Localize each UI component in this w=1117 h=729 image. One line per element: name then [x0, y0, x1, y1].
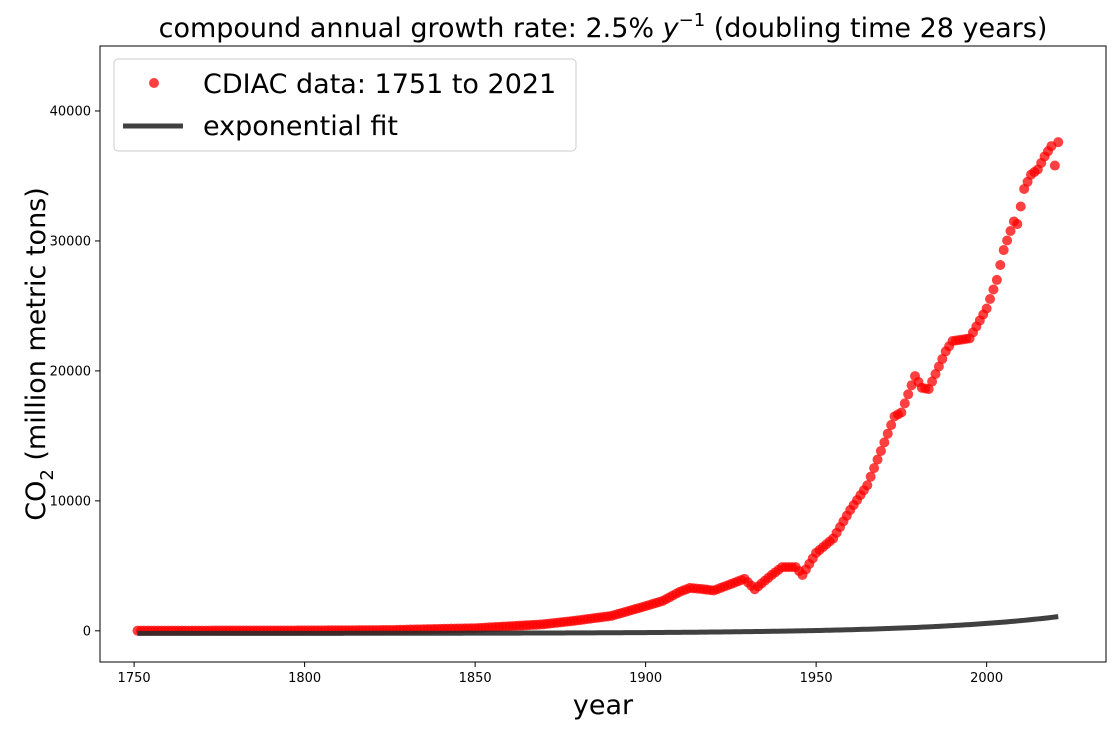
x-tick-label: 1850	[459, 671, 492, 686]
data-point	[998, 245, 1009, 256]
data-point	[933, 361, 944, 372]
data-point	[981, 303, 992, 314]
legend-label-data: CDIAC data: 1751 to 2021	[203, 69, 556, 100]
data-point	[875, 445, 886, 456]
data-point	[1012, 219, 1023, 230]
data-point	[1005, 225, 1016, 236]
data-point	[988, 284, 999, 295]
x-axis-title: year	[573, 690, 634, 721]
chart-title: compound annual growth rate: 2.5% y−1 (d…	[159, 10, 1048, 44]
y-tick-label: 20000	[50, 364, 91, 379]
fit-series-group	[137, 614, 1059, 636]
data-point	[991, 274, 1002, 285]
x-tick-label: 1800	[288, 671, 321, 686]
y-tick-label: 40000	[50, 104, 91, 119]
y-tick-label: 10000	[50, 494, 91, 509]
data-point	[930, 369, 941, 380]
data-point	[862, 480, 873, 491]
data-point	[927, 376, 938, 387]
legend-frame	[113, 58, 577, 152]
data-point	[903, 389, 914, 400]
y-tick-label: 30000	[50, 234, 91, 249]
fit-line	[137, 614, 1059, 636]
data-point	[1053, 137, 1064, 148]
legend-marker-data	[149, 78, 159, 88]
x-tick-label: 1950	[800, 671, 833, 686]
y-axis-title: CO2 (million metric tons)	[21, 187, 58, 521]
data-point	[872, 454, 883, 465]
y-axis-ticks: 0 10000 20000 30000 40000	[50, 104, 100, 639]
data-point	[896, 407, 907, 418]
x-axis-ticks: 1750 1800 1850 1900 1950 2000	[118, 662, 1003, 686]
data-point	[995, 259, 1006, 270]
data-point	[1015, 201, 1026, 212]
data-point	[865, 471, 876, 482]
data-point	[879, 437, 890, 448]
data-point	[985, 293, 996, 304]
x-tick-label: 2000	[970, 671, 1003, 686]
y-tick-label: 0	[83, 624, 91, 639]
data-point	[882, 428, 893, 439]
legend-label-fit: exponential fit	[203, 111, 398, 142]
data-point	[1002, 235, 1013, 246]
data-point	[923, 384, 934, 395]
legend: CDIAC data: 1751 to 2021 exponential fit	[113, 58, 577, 152]
data-point	[869, 463, 880, 474]
x-tick-label: 1900	[629, 671, 662, 686]
data-point	[899, 398, 910, 409]
data-point	[886, 420, 897, 431]
x-tick-label: 1750	[118, 671, 151, 686]
data-point	[1049, 160, 1060, 171]
plot-frame	[99, 45, 1107, 663]
data-point	[937, 353, 948, 364]
